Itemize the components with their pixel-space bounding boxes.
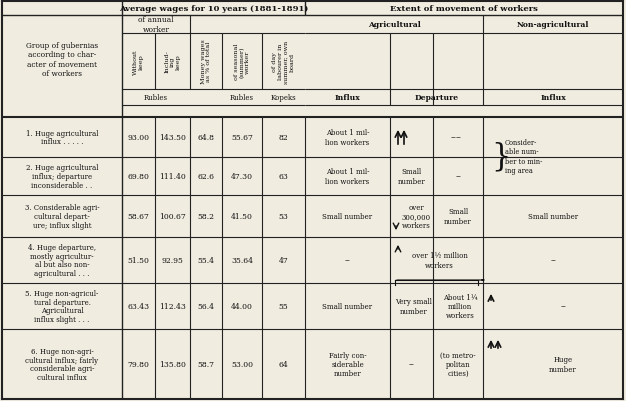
- Text: 47: 47: [279, 256, 289, 264]
- Text: About 1 mil-
lion workers: About 1 mil- lion workers: [326, 129, 369, 146]
- Text: 2. Huge agricultural
influx; departure
inconsiderable . .: 2. Huge agricultural influx; departure i…: [26, 164, 98, 189]
- Text: 1. Huge agricultural
influx . . . . .: 1. Huge agricultural influx . . . . .: [26, 129, 98, 146]
- Text: Small number: Small number: [528, 213, 578, 221]
- Text: Departure: Departure: [414, 94, 459, 102]
- Text: 135.80: 135.80: [159, 360, 186, 368]
- Text: 6. Huge non-agri-
cultural influx; fairly
considerable agri-
cultural influx: 6. Huge non-agri- cultural influx; fairl…: [26, 347, 98, 381]
- Text: –: –: [560, 302, 565, 311]
- Text: Kopeks: Kopeks: [270, 94, 296, 102]
- Text: About 1¼
million
workers: About 1¼ million workers: [443, 293, 477, 320]
- Text: 55.67: 55.67: [231, 134, 253, 142]
- Text: Money wages
as % of total: Money wages as % of total: [200, 40, 212, 84]
- Text: (to metro-
politan
cities): (to metro- politan cities): [440, 351, 476, 377]
- Text: Rubles: Rubles: [144, 94, 168, 102]
- Text: Influx: Influx: [540, 94, 566, 102]
- Text: Influx: Influx: [335, 94, 361, 102]
- Text: 51.50: 51.50: [128, 256, 150, 264]
- Text: Rubles: Rubles: [230, 94, 254, 102]
- Text: of day
labourer in
summer, own
board: of day labourer in summer, own board: [272, 40, 295, 83]
- Text: 79.80: 79.80: [128, 360, 150, 368]
- Text: Fairly con-
siderable
number: Fairly con- siderable number: [329, 351, 366, 377]
- Text: Group of gubernias
according to char-
acter of movement
of workers: Group of gubernias according to char- ac…: [26, 42, 98, 78]
- Text: 62.6: 62.6: [197, 172, 215, 180]
- Text: Includ-
ing
keep: Includ- ing keep: [164, 51, 181, 73]
- Text: of seasonal
(summer)
worker: of seasonal (summer) worker: [233, 44, 250, 80]
- Text: 58.67: 58.67: [128, 213, 150, 221]
- Text: 82: 82: [279, 134, 289, 142]
- Text: Small number: Small number: [322, 213, 372, 221]
- Text: 53.00: 53.00: [231, 360, 253, 368]
- Text: 58.7: 58.7: [197, 360, 215, 368]
- Text: Extent of movement of workers: Extent of movement of workers: [390, 5, 538, 13]
- Text: Huge
number: Huge number: [549, 356, 577, 373]
- Text: –: –: [550, 256, 555, 265]
- Text: 100.67: 100.67: [159, 213, 186, 221]
- Text: 4. Huge departure,
mostly agricultur-
al but also non-
agricultural . . .: 4. Huge departure, mostly agricultur- al…: [28, 243, 96, 277]
- Text: 69.80: 69.80: [128, 172, 150, 180]
- Text: Without
keep: Without keep: [133, 49, 144, 75]
- Text: About 1 mil-
lion workers: About 1 mil- lion workers: [326, 168, 369, 185]
- Text: –: –: [456, 133, 461, 142]
- Text: –: –: [456, 172, 461, 181]
- Text: 93.00: 93.00: [128, 134, 150, 142]
- Text: of annual
worker: of annual worker: [138, 16, 174, 34]
- Text: Very small
number: Very small number: [395, 298, 432, 315]
- Text: –: –: [451, 133, 456, 142]
- Text: Small
number: Small number: [398, 168, 426, 185]
- Text: 143.50: 143.50: [159, 134, 186, 142]
- Text: Small
number: Small number: [444, 208, 472, 225]
- Text: Non-agricultural: Non-agricultural: [517, 21, 589, 29]
- Text: Consider-
able num-
ber to min-
ing area: Consider- able num- ber to min- ing area: [505, 139, 542, 174]
- Text: 55: 55: [279, 302, 289, 310]
- Text: Small number: Small number: [322, 302, 372, 310]
- Text: 55.4: 55.4: [197, 256, 215, 264]
- Text: over
300,000
workers: over 300,000 workers: [402, 203, 431, 230]
- Text: Average wages for 10 years (1881-1891): Average wages for 10 years (1881-1891): [119, 5, 308, 13]
- Text: 47.30: 47.30: [231, 172, 253, 180]
- Text: 3. Considerable agri-
cultural depart-
ure; influx slight: 3. Considerable agri- cultural depart- u…: [24, 204, 100, 229]
- Text: 63: 63: [279, 172, 289, 180]
- Text: 5. Huge non-agricul-
tural departure.
Agricultural
influx slight . . .: 5. Huge non-agricul- tural departure. Ag…: [25, 289, 99, 324]
- Text: }: }: [491, 141, 510, 172]
- Text: 58.2: 58.2: [197, 213, 215, 221]
- Text: –: –: [409, 360, 414, 369]
- Text: 112.43: 112.43: [159, 302, 186, 310]
- Text: 41.50: 41.50: [231, 213, 253, 221]
- Text: 35.64: 35.64: [231, 256, 253, 264]
- Text: 111.40: 111.40: [159, 172, 186, 180]
- Text: 92.95: 92.95: [162, 256, 183, 264]
- Text: 53: 53: [279, 213, 289, 221]
- Text: Agricultural: Agricultural: [367, 21, 421, 29]
- Text: 44.00: 44.00: [231, 302, 253, 310]
- Text: 56.4: 56.4: [197, 302, 215, 310]
- Text: 63.43: 63.43: [128, 302, 150, 310]
- Text: 64: 64: [279, 360, 289, 368]
- Text: 64.8: 64.8: [197, 134, 215, 142]
- Text: –: –: [345, 256, 350, 265]
- Text: over 1½ million
workers: over 1½ million workers: [412, 252, 468, 269]
